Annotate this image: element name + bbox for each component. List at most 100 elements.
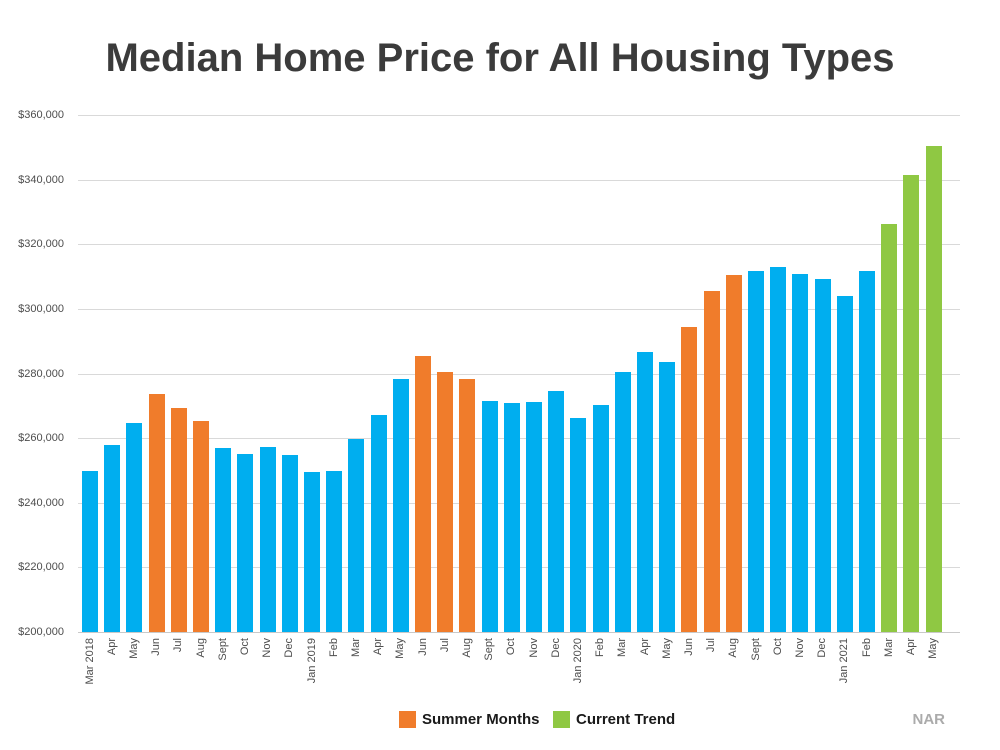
x-axis-label-nov: Nov [527,638,540,658]
x-axis-label-may: May [660,638,673,659]
x-axis-label-dec: Dec [816,638,829,658]
bar-jul [437,372,454,632]
bar-feb [326,471,343,632]
x-axis-label-nov: Nov [793,638,806,658]
x-axis-label-may: May [127,638,140,659]
gridline-340000 [78,180,960,181]
bar-may [659,361,676,632]
x-axis-label-sept: Sept [483,638,496,661]
gridline-300000 [78,309,960,310]
bar-jul [170,408,187,632]
legend-swatch-summer [399,711,416,728]
x-axis-label-jul: Jul [172,638,185,653]
x-axis-label-mar: Mar [882,638,895,657]
bar-mar [881,223,898,632]
bar-sept [748,270,764,632]
bar-apr [903,174,920,632]
bar-jan-2021 [836,296,853,632]
bar-mar [348,439,365,632]
bar-aug [459,379,476,632]
x-axis-label-may: May [927,638,940,659]
bar-jan-2020 [570,417,587,632]
x-axis-label-apr: Apr [105,638,118,656]
bar-nov [259,446,276,632]
x-axis-label-oct: Oct [771,638,784,656]
x-axis-label-jun: Jun [150,638,163,656]
x-axis-label-jul: Jul [438,638,451,653]
x-axis-label-jan-2020: Jan 2020 [571,638,584,684]
bar-dec [548,391,565,632]
legend: Summer Months Current Trend [0,711,1000,741]
gridline-360000 [78,115,960,116]
y-axis-label: $260,000 [18,432,64,444]
bar-mar [614,371,631,632]
x-axis-label-jan-2021: Jan 2021 [838,638,851,684]
bar-dec [814,279,831,632]
bar-jun [415,356,431,632]
x-axis-label-mar-2018: Mar 2018 [83,638,96,685]
x-axis-label-oct: Oct [505,638,518,656]
x-axis-label-apr: Apr [372,638,385,656]
bar-mar-2018 [82,471,98,632]
y-axis-label: $300,000 [18,303,64,315]
bar-jan-2019 [304,472,320,632]
bar-feb [859,271,875,632]
x-axis-label-oct: Oct [238,638,251,656]
x-axis-label-dec: Dec [549,638,562,658]
bar-apr [637,351,653,632]
bar-apr [104,444,121,632]
bar-nov [792,273,809,632]
x-axis-label-jun: Jun [416,638,429,656]
y-axis-label: $200,000 [18,626,64,638]
x-axis-label-aug: Aug [460,638,473,658]
legend-label-trend: Current Trend [576,711,676,728]
bar-feb [592,404,609,632]
x-axis-label-jan-2019: Jan 2019 [305,638,318,684]
bar-sept [215,448,232,632]
bar-may [392,379,409,632]
x-axis-label-may: May [394,638,407,659]
gridline-320000 [78,244,960,245]
legend-swatch-trend [553,711,570,728]
source-attribution: NAR [912,711,946,728]
bar-jun [681,327,698,632]
x-axis-label-aug: Aug [194,638,207,658]
y-axis-label: $240,000 [18,497,64,509]
bar-may [126,422,143,632]
x-axis-label-dec: Dec [283,638,296,658]
bar-sept [481,401,498,632]
y-axis-label: $360,000 [18,109,64,121]
x-axis-label-sept: Sept [749,638,762,661]
bar-dec [281,455,298,632]
x-axis-label-apr: Apr [904,638,917,656]
x-axis-label-jun: Jun [682,638,695,656]
x-axis-label-mar: Mar [616,638,629,657]
chart-title: Median Home Price for All Housing Types [105,36,895,80]
x-axis-label-sept: Sept [216,638,229,661]
x-axis-label-mar: Mar [349,638,362,657]
x-axis-label-apr: Apr [638,638,651,656]
x-axis-label-feb: Feb [327,638,340,657]
bar-aug [725,275,742,632]
bar-jul [703,290,720,632]
gridline-200000 [78,632,960,633]
x-axis-label-feb: Feb [860,638,873,657]
bar-may [925,146,942,632]
bar-nov [526,401,542,632]
bar-oct [770,266,787,632]
y-axis-label: $280,000 [18,368,64,380]
x-axis-label-nov: Nov [261,638,274,658]
bar-jun [148,393,165,632]
legend-label-summer: Summer Months [422,711,540,728]
y-axis-label: $220,000 [18,561,64,573]
y-axis-label: $320,000 [18,238,64,250]
bar-oct [237,453,254,632]
bar-apr [370,414,387,632]
bar-aug [193,421,209,632]
x-axis-label-jul: Jul [705,638,718,653]
y-axis-label: $340,000 [18,174,64,186]
bar-oct [503,402,520,632]
x-axis-label-aug: Aug [727,638,740,658]
x-axis-label-feb: Feb [594,638,607,657]
